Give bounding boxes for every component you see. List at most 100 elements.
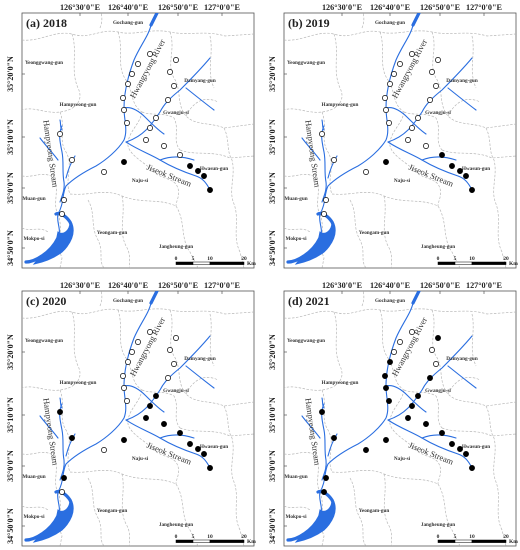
river-line: [319, 24, 414, 239]
river-line: [319, 302, 414, 517]
latitude-label: 35°0'0"N: [6, 450, 15, 482]
monitoring-site: [124, 120, 130, 126]
district-border: [361, 13, 365, 29]
monitoring-site: [331, 157, 337, 163]
region-label: Mokpo-si: [285, 236, 307, 242]
river-line: [59, 125, 65, 203]
monitoring-site: [321, 211, 327, 217]
map-frame: [21, 12, 255, 269]
district-border: [179, 149, 254, 159]
region-label: Muan-gun: [284, 196, 307, 202]
region-label: Yeonggwang-gun: [25, 338, 63, 344]
scale-tick-label: 10: [207, 534, 213, 540]
monitoring-site: [147, 403, 153, 409]
monitoring-site: [435, 57, 441, 63]
longitude-label: 126°40'0"E: [108, 3, 149, 12]
scale-tick-label: 0: [175, 534, 178, 540]
scale-tick-label: 5: [454, 256, 457, 262]
latitude-label: 34°50'0"N: [268, 508, 277, 544]
district-border: [321, 389, 333, 473]
region-label: Yeonggwang-gun: [287, 338, 325, 344]
map-svg: Gochang-gun Yeonggwang-gun Damyang-gun Hamp…: [268, 3, 518, 269]
monitoring-site: [319, 409, 325, 415]
monitoring-site: [439, 152, 445, 158]
monitoring-site: [457, 168, 463, 174]
latitude-label: 35°20'0"N: [6, 56, 15, 92]
district-border: [485, 405, 507, 546]
district-border: [403, 389, 443, 429]
monitoring-site: [165, 375, 171, 381]
longitude-label: 126°30'0"E: [60, 281, 101, 290]
monitoring-site: [397, 339, 403, 345]
river-line: [321, 119, 325, 131]
region-label: Gochang-gun: [375, 20, 405, 26]
river-line: [159, 156, 195, 161]
district-border: [59, 111, 71, 195]
monitoring-site: [147, 329, 153, 335]
river-line: [385, 107, 427, 135]
monitoring-site: [429, 347, 435, 353]
river-line: [387, 57, 473, 143]
district-border: [87, 199, 105, 268]
river-line: [387, 141, 473, 191]
estuary: [294, 221, 335, 265]
map-frame: [283, 290, 517, 547]
panel-title: (a) 2018: [26, 16, 67, 30]
district-border: [175, 205, 199, 268]
latitude-label: 35°0'0"N: [6, 172, 15, 204]
river-line: [301, 415, 321, 439]
river-line: [59, 119, 63, 131]
longitude-label: 126°50'0"E: [158, 281, 199, 290]
district-border: [185, 377, 219, 395]
map-svg: Gochang-gun Yeonggwang-gun Damyang-gun Hamp…: [6, 3, 257, 269]
scale-unit: Km: [509, 261, 518, 267]
district-border: [127, 111, 151, 169]
monitoring-site: [463, 173, 469, 179]
district-border: [149, 167, 179, 207]
district-border: [441, 149, 516, 159]
monitoring-site: [383, 437, 389, 443]
monitoring-site: [121, 159, 127, 165]
region-label: Gochang-gun: [113, 298, 143, 304]
monitoring-site: [387, 81, 393, 87]
longitude-label: 126°50'0"E: [420, 281, 461, 290]
scale-tick-label: 10: [207, 256, 213, 262]
monitoring-site: [469, 187, 475, 193]
region-label: Yeongam-gun: [97, 508, 128, 514]
monitoring-site: [171, 83, 177, 89]
region-label: Jangheung-gun: [421, 244, 455, 250]
monitoring-site: [187, 441, 193, 447]
map-panel-2019: Gochang-gun Yeonggwang-gun Damyang-gun Hamp…: [262, 0, 520, 272]
scale-tick-label: 10: [469, 534, 475, 540]
scale-tick-label: 5: [192, 534, 195, 540]
longitude-label: 127°0'0"E: [204, 3, 241, 12]
region-label: Muan-gun: [22, 196, 45, 202]
scale-tick-label: 10: [469, 256, 475, 262]
latitude-label: 35°10'0"N: [6, 119, 15, 155]
district-border: [87, 477, 105, 546]
river-line: [59, 403, 65, 481]
monitoring-site: [386, 120, 392, 126]
district-border: [179, 427, 254, 437]
monitoring-site: [207, 187, 213, 193]
monitoring-site: [59, 489, 65, 495]
district-border: [117, 309, 143, 391]
monitoring-site: [415, 115, 421, 121]
monitoring-site: [323, 197, 329, 203]
district-border: [431, 309, 516, 407]
longitude-label: 126°30'0"E: [322, 281, 363, 290]
monitoring-site: [391, 349, 397, 355]
region-label: Jangheung-gun: [421, 522, 455, 528]
longitude-label: 126°40'0"E: [108, 281, 149, 290]
monitoring-site: [147, 51, 153, 57]
monitoring-site: [135, 339, 141, 345]
district-border: [411, 445, 441, 485]
monitoring-site: [387, 359, 393, 365]
river-line: [59, 397, 63, 409]
monitoring-site: [177, 152, 183, 158]
latitude-label: 34°50'0"N: [6, 508, 15, 544]
region-label: Hwasun-gun: [200, 444, 228, 450]
longitude-label: 126°30'0"E: [60, 3, 101, 12]
region-label: Naju-si: [394, 456, 411, 462]
